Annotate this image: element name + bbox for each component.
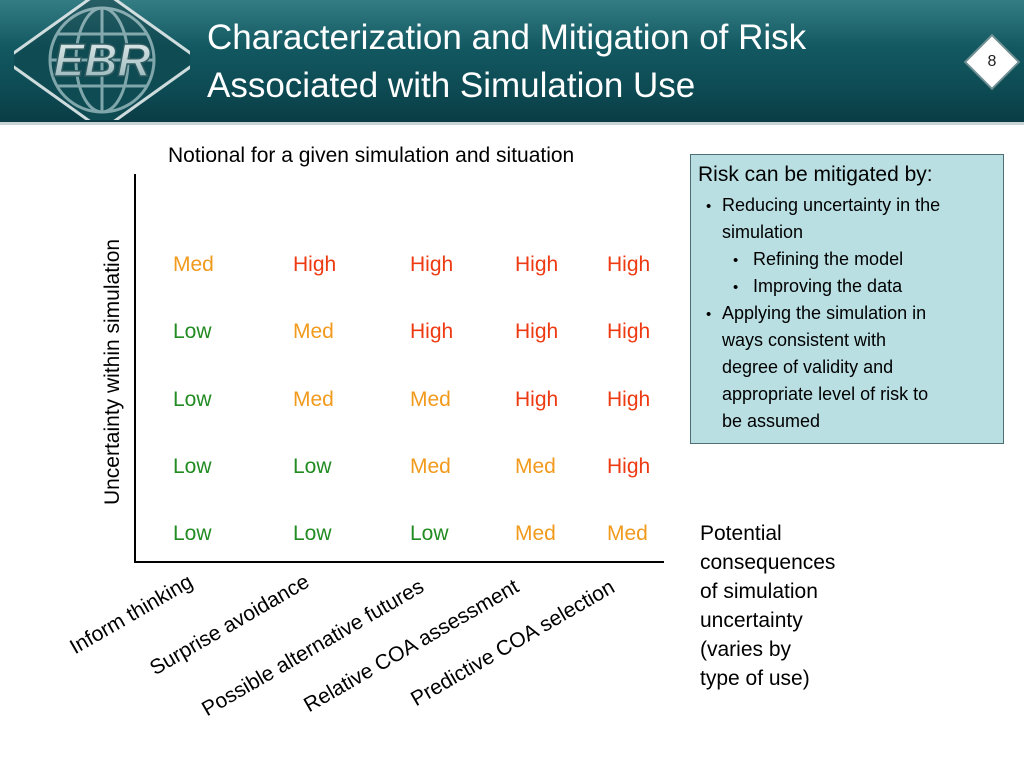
header-banner: EBR Characterization and Mitigation of R… [0,0,1024,125]
risk-cell: High [607,388,651,411]
risk-cell: Low [173,388,212,411]
risk-cell: Med [293,388,334,411]
risk-cell: High [515,388,559,411]
consequences-label: Potential consequences of simulation unc… [700,519,870,693]
risk-cell: Med [515,455,556,478]
slide-title: Characterization and Mitigation of Risk … [207,14,927,110]
consequences-line: Potential [700,522,782,545]
risk-cell: Low [173,455,212,478]
risk-cell: Low [410,522,449,545]
risk-cell: Med [293,320,334,343]
risk-cell: Low [173,522,212,545]
bullet-2-line-3: degree of validity and [722,357,894,377]
risk-cell: High [410,320,454,343]
bullet-2-line-5: be assumed [722,411,821,431]
sub-bullet-2: Improving the data [753,276,903,296]
risk-cell: Med [515,522,556,545]
risk-cell: High [515,320,559,343]
bullet-1-line-1: Reducing uncertainty in the [722,195,941,215]
slide-number: 8 [987,53,997,70]
ebr-globe-logo: EBR [14,0,190,120]
consequences-line: consequences [700,551,836,574]
risk-cell: Med [173,253,214,276]
bullet-2-line-4: appropriate level of risk to [722,384,929,404]
x-axis-line [134,561,664,563]
mitigation-box: Risk can be mitigated by: • Reducing unc… [690,154,1004,444]
matrix-subtitle: Notional for a given simulation and situ… [168,144,575,167]
mitigation-title: Risk can be mitigated by: [698,163,933,186]
bullet-2-line-1: Applying the simulation in [722,303,927,323]
risk-cell: High [515,253,559,276]
consequences-line: of simulation [700,580,818,603]
bullet-icon: • [733,252,739,269]
y-axis-label: Uncertainty within simulation [101,238,124,506]
risk-cell: Low [293,455,332,478]
slide-title-line-1: Characterization and Mitigation of Risk [207,18,807,57]
bullet-icon: • [733,279,739,296]
risk-cell: Med [410,455,451,478]
bullet-1-line-2: simulation [722,222,804,242]
risk-cell: High [293,253,337,276]
slide-number-badge: 8 [966,36,1019,89]
y-axis-line [134,174,136,562]
consequences-line: type of use) [700,667,810,690]
logo-text: EBR [53,34,150,86]
bullet-2-line-2: ways consistent with [722,330,887,350]
risk-cell: High [607,253,651,276]
consequences-line: uncertainty [700,609,803,632]
bullet-icon: • [706,198,712,215]
risk-cell: High [607,455,651,478]
consequences-line: (varies by [700,638,792,661]
risk-cell: Low [293,522,332,545]
bullet-icon: • [706,306,712,323]
risk-cell: Med [410,388,451,411]
risk-cell: High [607,320,651,343]
risk-cell: Med [607,522,648,545]
sub-bullet-1: Refining the model [753,249,904,269]
risk-cell: Low [173,320,212,343]
risk-cell: High [410,253,454,276]
slide-title-line-2: Associated with Simulation Use [207,66,696,105]
